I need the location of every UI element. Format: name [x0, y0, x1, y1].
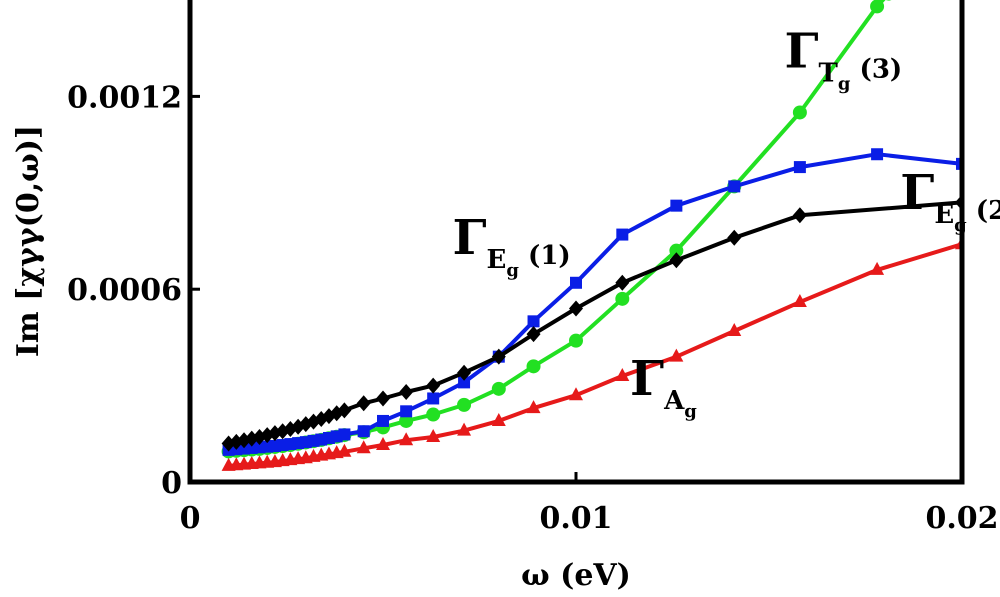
data-point [669, 243, 684, 258]
data-point [399, 432, 414, 446]
x-tick-label: 0.02 [925, 501, 998, 536]
data-point [616, 228, 629, 241]
ticks-layer: 0 0.01 0.02 0 0.0006 0.0012 [67, 80, 998, 536]
y-axis-title: Im [χγγ(0,ω)] [11, 125, 46, 357]
data-point [427, 392, 440, 405]
data-point [458, 376, 471, 389]
data-point [793, 161, 806, 174]
data-point [669, 252, 684, 269]
data-point [792, 207, 807, 224]
x-axis-title: ω (eV) [521, 558, 631, 593]
y-tick-label: 0.0012 [67, 80, 182, 115]
x-tick-label: 0.01 [539, 501, 612, 536]
data-point [253, 441, 266, 454]
data-point [337, 443, 352, 457]
data-point [615, 291, 630, 306]
x-tick-label: 0 [180, 501, 201, 536]
data-point [399, 384, 414, 401]
data-point [356, 440, 371, 454]
series-3 [221, 236, 962, 471]
data-point [338, 428, 351, 441]
y-tick-label: 0 [161, 466, 182, 501]
series-line [228, 152, 962, 452]
data-point [727, 229, 742, 246]
plot-frame [187, 0, 965, 485]
data-point [727, 322, 742, 336]
data-point [526, 326, 541, 343]
series-annotation: ΓEg (2) [900, 165, 1000, 236]
data-point [491, 381, 506, 396]
series-annotation: ΓAg [630, 351, 697, 422]
data-point [615, 274, 630, 291]
data-point [457, 397, 472, 412]
y-tick-label: 0.0006 [67, 273, 182, 308]
data-point [526, 400, 541, 414]
data-point [570, 276, 582, 289]
data-point [569, 300, 583, 317]
data-point [400, 405, 413, 418]
data-point [728, 180, 741, 193]
data-point [792, 294, 807, 308]
data-point [670, 199, 683, 212]
data-point [871, 148, 884, 161]
data-point [491, 412, 506, 426]
series-annotation: ΓEg (1) [452, 210, 570, 281]
data-point [569, 387, 583, 401]
data-point [956, 157, 962, 170]
annotation-layer: ΓEg (1) ΓTg (3) ΓEg (2) ΓAg [452, 23, 1000, 422]
data-point [669, 348, 684, 362]
data-point [426, 407, 441, 422]
data-point [376, 437, 390, 451]
series-annotation: ΓTg (3) [784, 23, 902, 94]
data-point [885, 0, 892, 1]
data-point [527, 315, 540, 328]
data-point [615, 367, 630, 381]
data-point [337, 402, 352, 419]
data-point [457, 422, 472, 436]
data-point [870, 261, 885, 275]
data-point [426, 429, 441, 443]
data-point [426, 377, 441, 394]
data-point [377, 414, 389, 427]
data-point [357, 425, 370, 438]
data-point [376, 390, 390, 407]
data-point [399, 413, 414, 428]
data-point [526, 359, 541, 374]
data-point [569, 333, 583, 348]
data-point [870, 0, 885, 14]
data-point [356, 395, 371, 412]
data-point [457, 364, 472, 381]
data-point [792, 105, 807, 120]
data-point [491, 348, 506, 365]
data-point [244, 430, 259, 447]
